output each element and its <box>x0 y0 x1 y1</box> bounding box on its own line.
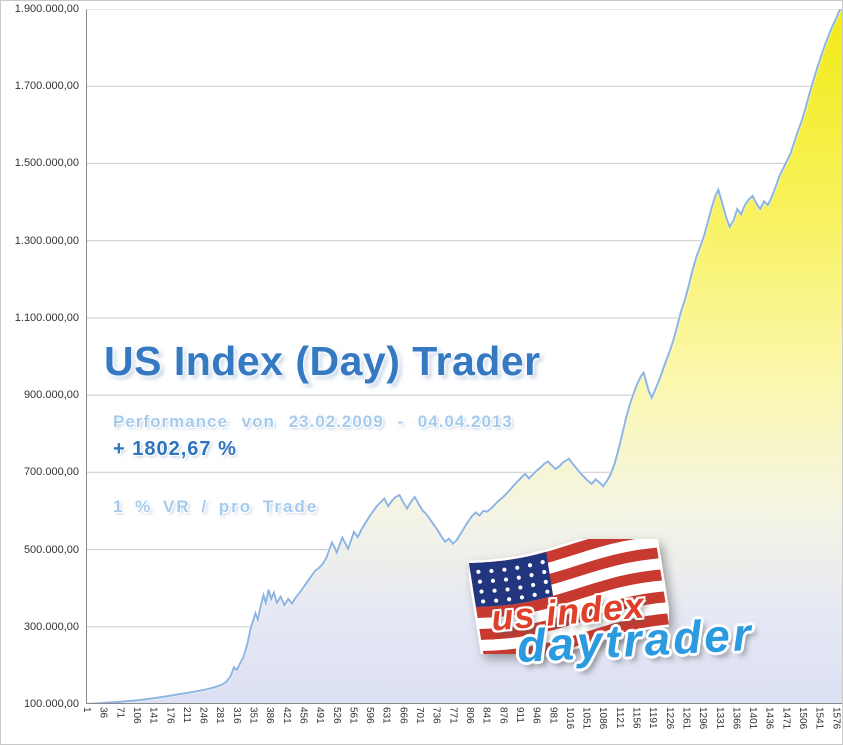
total-return-label: + 1802,67 % <box>113 438 237 460</box>
y-axis-label: 900.000,00 <box>23 389 79 402</box>
x-axis-label: 351 <box>247 707 259 724</box>
flag-star <box>542 569 547 575</box>
x-axis-label: 1506 <box>797 707 809 730</box>
flag-stripe-white <box>477 580 664 629</box>
x-axis-label: 1016 <box>563 707 575 730</box>
x-axis-label: 1576 <box>830 707 842 730</box>
x-axis-label: 736 <box>430 707 442 724</box>
y-axis-label: 100.000,00 <box>23 698 79 710</box>
x-axis-label: 1051 <box>580 707 592 730</box>
x-axis-label: 561 <box>347 707 359 724</box>
performance-period-label: Performance von 23.02.2009 - 04.04.2013 <box>113 412 513 431</box>
x-axis-label: 456 <box>297 707 309 724</box>
x-axis-label: 1191 <box>647 707 659 729</box>
flag-star <box>532 592 537 597</box>
flag-star <box>492 588 497 593</box>
y-axis-label: 1.900.000,00 <box>14 3 79 15</box>
x-axis-label: 106 <box>130 707 142 724</box>
flag-star <box>519 595 525 600</box>
y-axis-label: 1.500.000,00 <box>14 157 79 170</box>
flag-star <box>527 563 533 568</box>
x-axis-label: 71 <box>114 707 126 719</box>
x-axis-label: 1156 <box>630 707 642 729</box>
flag-star <box>518 585 523 590</box>
x-axis-label: 281 <box>214 707 226 724</box>
flag-star <box>489 568 494 574</box>
x-axis-label: 421 <box>280 707 292 724</box>
flag-star <box>505 587 510 592</box>
x-axis-label: 596 <box>364 707 376 724</box>
flag-star <box>516 575 521 580</box>
x-axis-label: 1366 <box>730 707 742 730</box>
y-axis-label: 1.100.000,00 <box>14 311 79 324</box>
y-axis-label: 300.000,00 <box>23 620 79 633</box>
flag-star <box>481 599 486 604</box>
x-axis-label: 36 <box>97 707 109 719</box>
x-axis-label: 1121 <box>613 707 625 729</box>
flag-star <box>479 589 484 594</box>
x-axis-label: 1261 <box>680 707 692 730</box>
equity-line <box>86 9 842 704</box>
x-axis-label: 911 <box>513 707 525 723</box>
logo-word-daytrader: daytrader <box>515 607 755 673</box>
equity-curve-plot <box>86 9 842 704</box>
flag-star <box>490 578 496 583</box>
x-axis-label: 1471 <box>780 707 792 730</box>
x-axis-label: 666 <box>397 707 409 724</box>
x-axis-label: 981 <box>547 707 559 724</box>
x-axis-label: 1 <box>81 707 92 713</box>
y-axis-label: 700.000,00 <box>23 466 79 479</box>
y-axis-label: 500.000,00 <box>23 543 79 556</box>
x-axis-label: 526 <box>330 707 342 724</box>
flag-star <box>515 565 520 570</box>
x-axis-label: 1436 <box>763 707 775 730</box>
x-axis-label: 386 <box>264 707 276 724</box>
x-axis-label: 1541 <box>813 707 825 730</box>
flag-stripe-red <box>482 613 669 654</box>
x-axis-label: 176 <box>164 707 176 724</box>
flag-star <box>506 597 512 602</box>
x-axis-label: 491 <box>314 707 326 724</box>
flag-star <box>545 589 550 594</box>
flag-star <box>502 567 507 572</box>
flag-star <box>494 598 499 603</box>
flag-star <box>529 573 534 578</box>
flag-stripe-red <box>475 569 663 618</box>
x-axis-label: 806 <box>463 707 475 724</box>
x-axis-label: 876 <box>497 707 509 724</box>
x-axis-label: 771 <box>447 707 459 724</box>
us-flag-icon <box>469 539 669 654</box>
x-axis-label: 631 <box>380 707 392 724</box>
flag-star <box>543 579 548 584</box>
flag-star <box>531 582 536 588</box>
risk-per-trade-label: 1 % VR / pro Trade <box>113 497 319 516</box>
brand-logo: us index daytrader <box>469 539 809 679</box>
y-axis-label: 1.700.000,00 <box>14 80 79 93</box>
flag-star <box>503 577 509 582</box>
flag-star <box>476 569 481 574</box>
x-axis-label: 1401 <box>747 707 759 730</box>
x-axis-label: 946 <box>530 707 542 724</box>
x-axis-label: 316 <box>230 707 242 724</box>
x-axis-label: 701 <box>414 707 426 724</box>
equity-area <box>86 9 842 704</box>
flag-star <box>477 579 483 584</box>
flag-star <box>540 560 545 565</box>
x-axis-label: 1086 <box>597 707 609 730</box>
x-axis-label: 211 <box>180 707 192 723</box>
x-axis-label: 841 <box>480 707 492 724</box>
flag-stripe-red <box>479 591 666 641</box>
x-axis-label: 1331 <box>713 707 725 730</box>
x-axis-label: 246 <box>197 707 209 724</box>
flag-stripe-white <box>481 602 668 651</box>
x-axis-label: 1226 <box>663 707 675 730</box>
chart-title: US Index (Day) Trader <box>104 338 541 384</box>
x-axis-label: 141 <box>147 707 159 724</box>
y-axis-label: 1.300.000,00 <box>14 234 79 247</box>
x-axis-label: 1296 <box>697 707 709 730</box>
